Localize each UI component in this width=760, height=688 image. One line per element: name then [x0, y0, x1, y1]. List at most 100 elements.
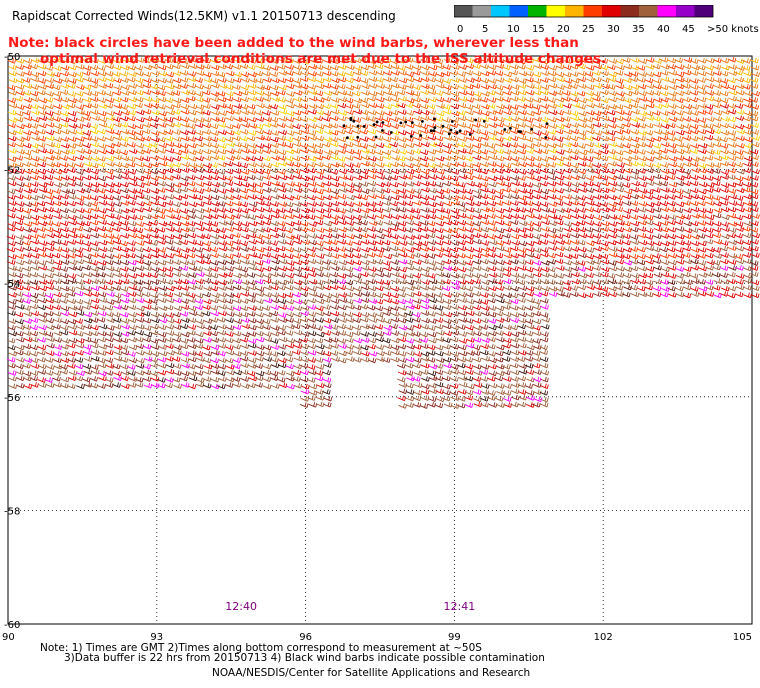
x-tick-label: 105 — [733, 632, 752, 643]
colorbar-swatch — [509, 5, 528, 17]
wind-barbs — [7, 297, 550, 402]
contamination-marker — [374, 135, 378, 139]
colorbar-border — [454, 5, 714, 18]
note-line-2: optimal wind retrieval conditions are me… — [40, 51, 607, 67]
colorbar-swatch — [620, 5, 639, 17]
contamination-marker — [349, 118, 353, 122]
wind-barbs — [6, 167, 760, 409]
wind-barbs — [6, 102, 760, 408]
contamination-marker — [342, 124, 346, 128]
contamination-marker — [545, 122, 549, 125]
time-label: 12:40 — [225, 600, 257, 613]
grid-lines — [8, 56, 752, 624]
contamination-marker — [544, 136, 548, 139]
contamination-marker — [356, 135, 360, 139]
colorbar-label: 45 — [682, 24, 695, 35]
colorbar-label: >50 knots — [707, 24, 759, 35]
contamination-marker — [432, 129, 436, 133]
colorbar-swatch — [602, 5, 621, 17]
contamination-marker — [458, 129, 462, 133]
wind-barbs — [7, 57, 760, 169]
wind-barbs — [6, 258, 744, 409]
contamination-marker — [389, 131, 393, 134]
axis-ticks: 90 93 96 99 102 105 -50 -52 -54 -56 -58 -60 — [2, 52, 752, 643]
colorbar-label: 10 — [507, 24, 520, 35]
wind-barbs — [8, 56, 759, 104]
contamination-marker — [455, 131, 459, 135]
y-tick-label: -54 — [4, 279, 20, 290]
contamination-marker — [433, 117, 436, 121]
x-tick-label: 96 — [299, 632, 312, 643]
y-tick-label: -60 — [4, 620, 20, 631]
contamination-marker — [346, 136, 349, 140]
footer-credit: NOAA/NESDIS/Center for Satellite Applica… — [212, 667, 531, 679]
contamination-marker — [509, 126, 512, 130]
contamination-marker — [419, 134, 423, 137]
wind-swath — [6, 56, 760, 409]
colorbar-swatch — [565, 5, 584, 17]
contamination-marker — [450, 120, 454, 123]
y-tick-label: -56 — [4, 393, 20, 404]
contamination-marker — [503, 128, 507, 131]
x-tick-label: 90 — [2, 632, 15, 643]
contamination-marker — [421, 120, 424, 123]
contamination-marker — [409, 135, 413, 138]
contamination-marker — [352, 119, 356, 123]
contamination-marker — [381, 129, 384, 132]
y-tick-label: -52 — [4, 166, 20, 177]
colorbar-swatch — [657, 5, 676, 17]
x-tick-label: 99 — [448, 632, 461, 643]
wind-speed-colorbar: 0 5 10 15 20 25 30 35 40 45 >50 knots — [454, 5, 759, 35]
note-line-1: Note: black circles have been added to t… — [8, 35, 579, 51]
map-title: Rapidscat Corrected Winds(12.5KM) v1.1 2… — [12, 9, 396, 23]
colorbar-swatch — [491, 5, 510, 17]
y-tick-label: -50 — [4, 52, 20, 63]
colorbar-label: 20 — [557, 24, 570, 35]
time-label: 12:41 — [444, 600, 476, 613]
colorbar-swatch — [472, 5, 491, 17]
colorbar-swatch — [528, 5, 547, 17]
contamination-marker — [468, 133, 472, 136]
footer-note-2: 3)Data buffer is 22 hrs from 20150713 4)… — [64, 652, 545, 664]
contamination-marker — [474, 118, 478, 122]
contamination-marker — [362, 125, 366, 128]
contamination-marker — [519, 130, 523, 134]
wind-barbs — [7, 167, 728, 409]
colorbar-swatch — [454, 5, 473, 17]
colorbar-label: 25 — [582, 24, 595, 35]
colorbar-label: 5 — [482, 24, 488, 35]
colorbar-label: 15 — [532, 24, 545, 35]
contamination-marker — [372, 123, 376, 126]
contamination-marker — [449, 128, 453, 132]
contamination-marker — [410, 121, 414, 124]
map-frame — [7, 55, 753, 625]
colorbar-label: 35 — [632, 24, 645, 35]
wind-barbs — [7, 102, 760, 169]
colorbar-label: 30 — [607, 24, 620, 35]
colorbar-swatch — [694, 5, 713, 17]
colorbar-swatch — [639, 5, 658, 17]
colorbar-label: 40 — [657, 24, 670, 35]
contamination-marker — [381, 121, 385, 124]
contamination-marker — [399, 121, 403, 125]
colorbar-label: 0 — [457, 24, 463, 35]
contamination-marker — [530, 127, 533, 131]
x-tick-label: 93 — [150, 632, 163, 643]
contamination-marker — [429, 129, 433, 133]
time-labels: 12:40 12:41 — [225, 600, 475, 613]
contamination-marker — [404, 120, 408, 124]
colorbar-swatch — [583, 5, 602, 17]
colorbar-swatch — [546, 5, 565, 17]
contamination-marker — [441, 124, 445, 128]
contamination-marker — [447, 132, 451, 136]
colorbar-swatch — [676, 5, 695, 17]
footer-note-1: Note: 1) Times are GMT 2)Times along bot… — [40, 642, 482, 654]
contamination-marker — [356, 124, 360, 128]
contamination-marker — [482, 119, 486, 123]
x-tick-label: 102 — [594, 632, 613, 643]
wind-barbs — [8, 258, 759, 299]
contamination-marker — [433, 126, 437, 130]
contamination-marker — [375, 120, 379, 124]
y-tick-label: -58 — [4, 506, 20, 517]
